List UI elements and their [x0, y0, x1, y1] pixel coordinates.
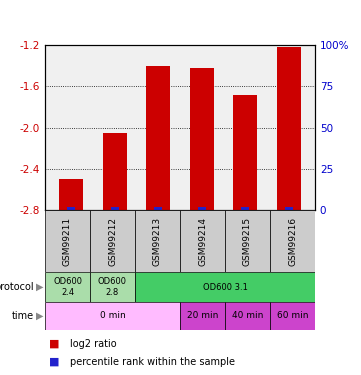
Bar: [180, 210, 225, 272]
Bar: [111, 207, 119, 210]
Bar: [233, 94, 257, 210]
Bar: [146, 66, 170, 210]
Text: GSM99212: GSM99212: [108, 216, 117, 266]
Text: 0 min: 0 min: [100, 312, 125, 321]
Text: 60 min: 60 min: [277, 312, 308, 321]
Bar: [270, 302, 315, 330]
Bar: [45, 210, 90, 272]
Bar: [270, 210, 315, 272]
Text: time: time: [12, 311, 34, 321]
Text: OD600
2.8: OD600 2.8: [98, 277, 127, 297]
Text: ▶: ▶: [36, 282, 43, 292]
Text: OD600 3.1: OD600 3.1: [203, 282, 247, 291]
Bar: [277, 47, 301, 210]
Bar: [135, 272, 315, 302]
Text: GSM99216: GSM99216: [288, 216, 297, 266]
Bar: [103, 133, 127, 210]
Bar: [225, 210, 270, 272]
Bar: [198, 207, 206, 210]
Bar: [45, 272, 90, 302]
Text: log2 ratio: log2 ratio: [70, 339, 117, 349]
Text: GSM99214: GSM99214: [198, 216, 207, 266]
Bar: [190, 68, 214, 210]
Text: percentile rank within the sample: percentile rank within the sample: [70, 357, 235, 367]
Text: OD600
2.4: OD600 2.4: [53, 277, 82, 297]
Bar: [90, 272, 135, 302]
Bar: [180, 302, 225, 330]
Text: ■: ■: [49, 339, 59, 349]
Bar: [225, 302, 270, 330]
Text: ■: ■: [49, 357, 59, 367]
Text: 20 min: 20 min: [187, 312, 218, 321]
Text: GSM99213: GSM99213: [153, 216, 162, 266]
Bar: [90, 210, 135, 272]
Text: protocol: protocol: [0, 282, 34, 292]
Bar: [59, 179, 83, 210]
Bar: [45, 302, 180, 330]
Text: 40 min: 40 min: [232, 312, 263, 321]
Bar: [154, 207, 162, 210]
Bar: [285, 207, 293, 210]
Text: ▶: ▶: [36, 311, 43, 321]
Text: GSM99211: GSM99211: [63, 216, 72, 266]
Bar: [67, 207, 75, 210]
Bar: [242, 207, 249, 210]
Bar: [135, 210, 180, 272]
Text: GSM99215: GSM99215: [243, 216, 252, 266]
